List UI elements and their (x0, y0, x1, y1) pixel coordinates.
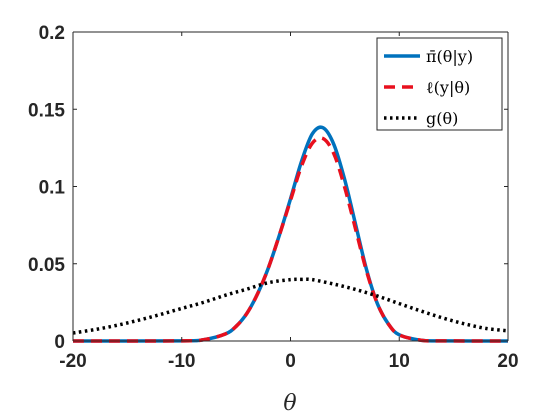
y-tick-label: 0.15 (28, 100, 65, 121)
series-line-prior (72, 277, 509, 335)
x-tick-label: 20 (497, 351, 518, 372)
x-tick-label: 10 (389, 351, 410, 372)
y-tick-label: 0.05 (28, 255, 65, 276)
x-tick-label: -20 (59, 351, 86, 372)
legend: π̄(θ|y) ℓ(y|θ) g(θ) (376, 37, 503, 131)
legend-label-prior: g(θ) (426, 109, 458, 128)
x-tick-label: 0 (285, 351, 296, 372)
legend-label-likelihood: ℓ(y|θ) (426, 78, 470, 97)
y-tick-label: 0.1 (39, 178, 66, 199)
y-tick-label: 0.2 (39, 23, 65, 44)
x-tick-label: -10 (168, 351, 195, 372)
series-layer (72, 125, 509, 343)
y-tick-label: 0 (54, 332, 65, 353)
legend-label-posterior: π̄(θ|y) (426, 47, 473, 66)
ticks-layer: -20 -10 0 10 20 0 0.05 0.1 0.15 0.2 (28, 23, 519, 372)
series-line-likelihood (72, 136, 509, 343)
x-axis-label: θ (283, 391, 296, 416)
legend-box (376, 37, 503, 131)
